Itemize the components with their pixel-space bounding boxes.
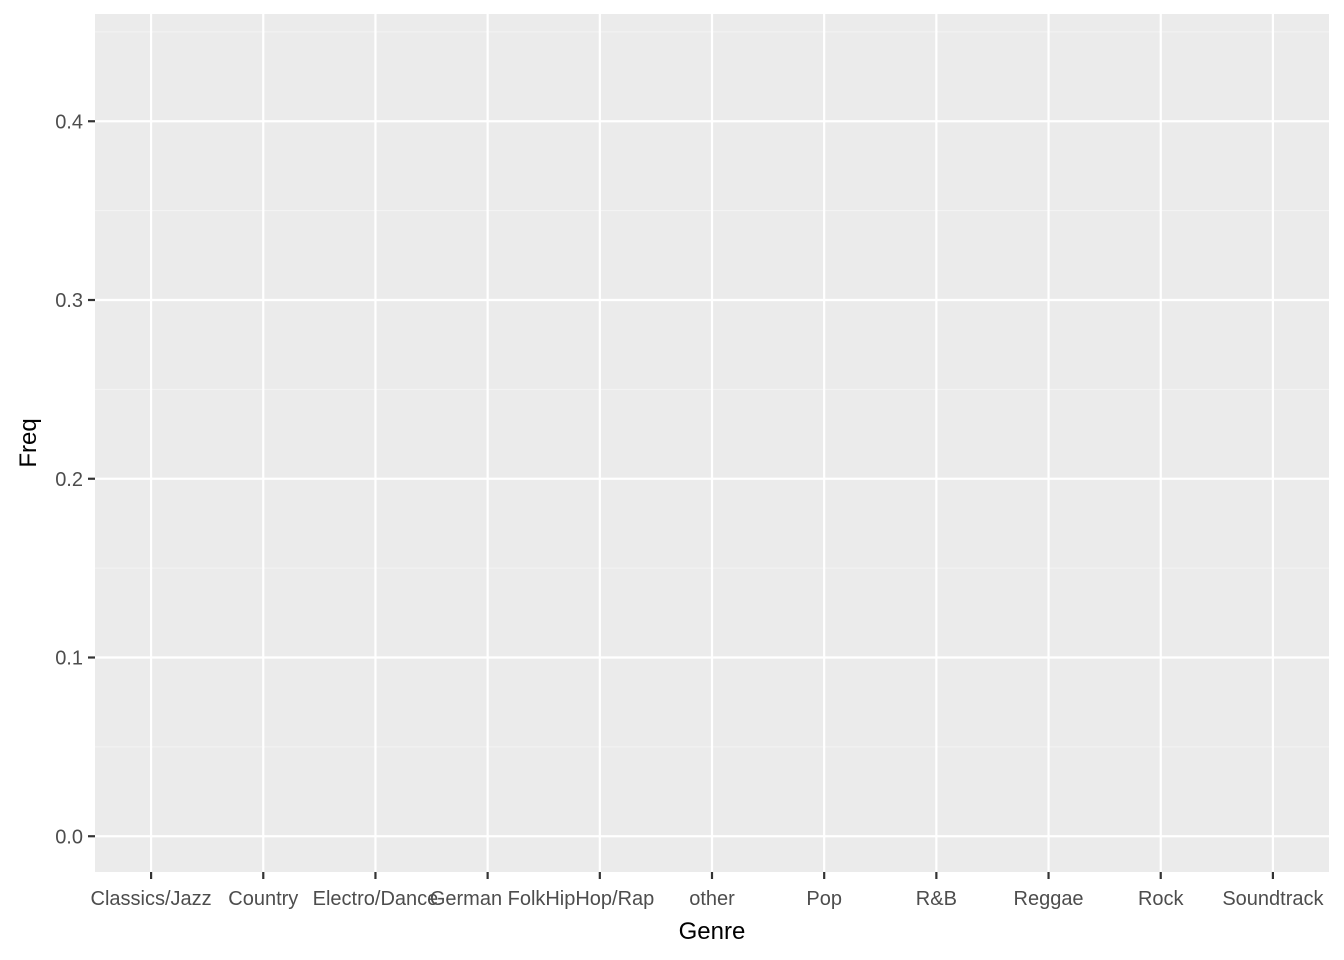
y-tick-label: 0.0 — [55, 826, 83, 848]
x-tick-label: Pop — [806, 888, 842, 910]
y-axis: 0.0 0.1 0.2 0.3 0.4 — [55, 111, 95, 848]
y-tick-label: 0.2 — [55, 469, 83, 491]
x-axis: Classics/Jazz Country Electro/DanceGerman … — [91, 872, 1324, 910]
x-tick-label: Classics/Jazz — [91, 888, 212, 910]
y-axis-title: Freq — [15, 418, 42, 467]
x-tick-label: HipHop/Rap — [545, 888, 654, 910]
x-axis-title: Genre — [679, 918, 746, 945]
x-tick-label: Soundtrack — [1222, 888, 1324, 910]
x-tick-label: German Folk — [430, 888, 547, 910]
y-tick-label: 0.3 — [55, 290, 83, 312]
x-tick-label: Electro/Dance — [313, 888, 439, 910]
y-tick-label: 0.4 — [55, 111, 83, 133]
x-tick-label: R&B — [916, 888, 957, 910]
x-tick-label: Country — [228, 888, 298, 910]
x-tick-label: Rock — [1138, 888, 1185, 910]
y-tick-label: 0.1 — [55, 648, 83, 670]
x-tick-label: other — [689, 888, 735, 910]
x-tick-label: Reggae — [1014, 888, 1084, 910]
major-gridlines — [95, 14, 1329, 872]
